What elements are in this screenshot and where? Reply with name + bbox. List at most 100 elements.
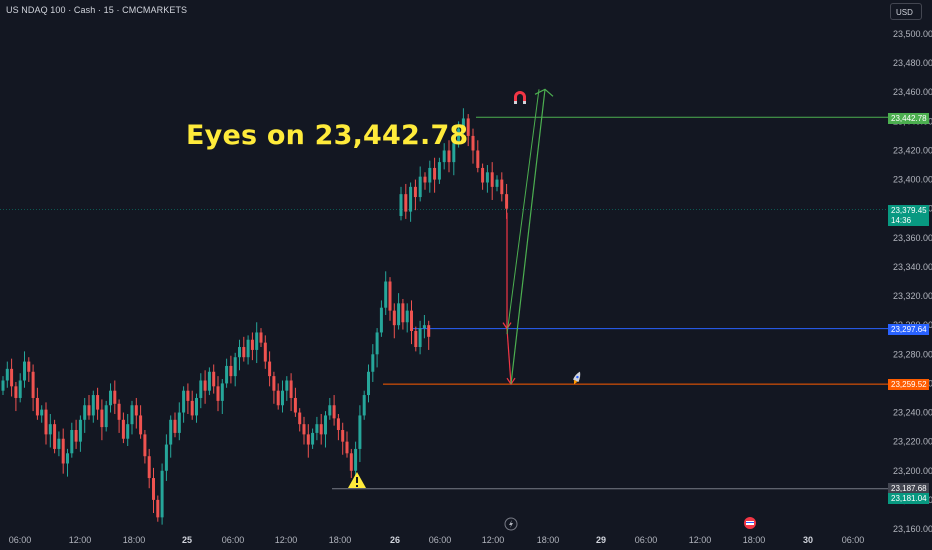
candle-body — [173, 419, 177, 433]
symbol-title[interactable]: US NDAQ 100 · Cash · 15 · CMCMARKETS — [6, 5, 188, 15]
candle-body — [362, 395, 366, 416]
candle-body — [490, 172, 494, 187]
x-tick-label: 06:00 — [842, 535, 865, 545]
y-tick-label: 23,160.00 — [893, 524, 932, 534]
candle-body — [442, 150, 446, 163]
y-tick-label: 23,240.00 — [893, 408, 932, 418]
candle-body — [289, 380, 293, 398]
candle-body — [109, 390, 112, 406]
candle-body — [427, 325, 431, 337]
candle-body — [121, 419, 125, 439]
x-tick-label: 18:00 — [123, 535, 146, 545]
candle-body — [250, 339, 254, 350]
currency-button[interactable]: USD — [890, 3, 922, 20]
x-tick-label: 26 — [390, 535, 400, 545]
candle-body — [35, 397, 39, 416]
candle-body — [207, 371, 211, 391]
candle-body — [371, 354, 375, 372]
candle-body — [91, 395, 95, 416]
y-tick-label: 23,400.00 — [893, 175, 932, 185]
candle-body — [139, 415, 143, 435]
candle-body — [409, 186, 413, 212]
candle-body — [276, 390, 280, 406]
candle-body — [495, 179, 499, 187]
candle-body — [83, 405, 87, 420]
candle-body — [315, 424, 319, 433]
y-tick-label: 23,280.00 — [893, 349, 932, 359]
candle-body — [53, 424, 57, 449]
target-price-tag: 23,442.78 — [888, 113, 929, 124]
x-tick-label: 18:00 — [537, 535, 560, 545]
candle-body — [319, 424, 323, 435]
candle-body — [397, 303, 401, 326]
candle-body — [311, 432, 315, 445]
candle-body — [379, 307, 383, 333]
candle-body — [74, 430, 78, 442]
candles — [1, 108, 509, 525]
candle-body — [27, 361, 31, 372]
x-tick-label: 06:00 — [9, 535, 32, 545]
candle-body — [100, 409, 104, 428]
candle-body — [14, 386, 18, 398]
candle-body — [268, 361, 272, 377]
horizontal-levels — [0, 116, 888, 490]
up-arrow-line — [510, 89, 546, 385]
drawings — [348, 88, 581, 488]
candle-body — [238, 347, 241, 358]
candle-body — [66, 453, 69, 464]
candle-body — [285, 380, 289, 391]
blue-level-tag: 23,297.64 — [888, 324, 929, 335]
candle-body — [233, 357, 237, 377]
candle-body — [160, 470, 164, 518]
candle-body — [23, 361, 26, 381]
candle-body — [375, 332, 379, 355]
rocket-icon — [573, 371, 581, 385]
candle-body — [433, 167, 437, 180]
candle-body — [70, 430, 74, 454]
candle-body — [332, 405, 336, 419]
candle-body — [471, 135, 475, 151]
candle-body — [40, 409, 44, 416]
candle-body — [324, 415, 327, 435]
candle-body — [61, 438, 65, 464]
x-tick-label: 06:00 — [429, 535, 452, 545]
candle-body — [341, 430, 345, 442]
candle-body — [255, 332, 259, 350]
candle-body — [481, 167, 485, 183]
x-tick-label: 12:00 — [275, 535, 298, 545]
candle-body — [229, 365, 233, 377]
x-tick-label: 18:00 — [329, 535, 352, 545]
countdown-tag: 14:36 — [888, 216, 929, 226]
x-tick-label: 25 — [182, 535, 192, 545]
candle-body — [399, 194, 403, 216]
candle-body — [126, 424, 130, 439]
candle-body — [418, 328, 422, 348]
candle-body — [242, 347, 246, 358]
warning-icon — [348, 472, 366, 488]
candle-body — [500, 179, 504, 195]
candle-body — [152, 478, 155, 500]
candle-body — [336, 418, 340, 430]
x-tick-label: 18:00 — [743, 535, 766, 545]
candle-body — [413, 186, 417, 198]
annotation-text[interactable]: Eyes on 23,442.78 — [186, 120, 469, 151]
grey-level-tag: 23,187.68 — [888, 483, 929, 494]
green-low-tag: 23,181.04 — [888, 493, 929, 504]
candle-body — [143, 434, 147, 457]
lightning-icon — [504, 517, 518, 531]
y-axis[interactable]: 23,160.0023,180.0023,200.0023,220.0023,2… — [893, 29, 932, 534]
candle-body — [428, 167, 432, 183]
up-arrow-head — [534, 88, 554, 97]
candle-body — [401, 303, 405, 323]
candle-body — [367, 371, 370, 396]
x-tick-label: 29 — [596, 535, 606, 545]
candle-body — [130, 405, 134, 425]
up-arrow-line-2 — [506, 89, 540, 335]
candle-body — [328, 405, 332, 416]
x-axis[interactable]: 06:00 12:00 18:00 25 06:00 12:00 18:00 26 06:00 1… — [9, 517, 865, 545]
candle-body — [306, 434, 310, 445]
magnet-icon — [514, 91, 526, 104]
candle-body — [392, 310, 396, 326]
candle-body — [31, 371, 35, 398]
